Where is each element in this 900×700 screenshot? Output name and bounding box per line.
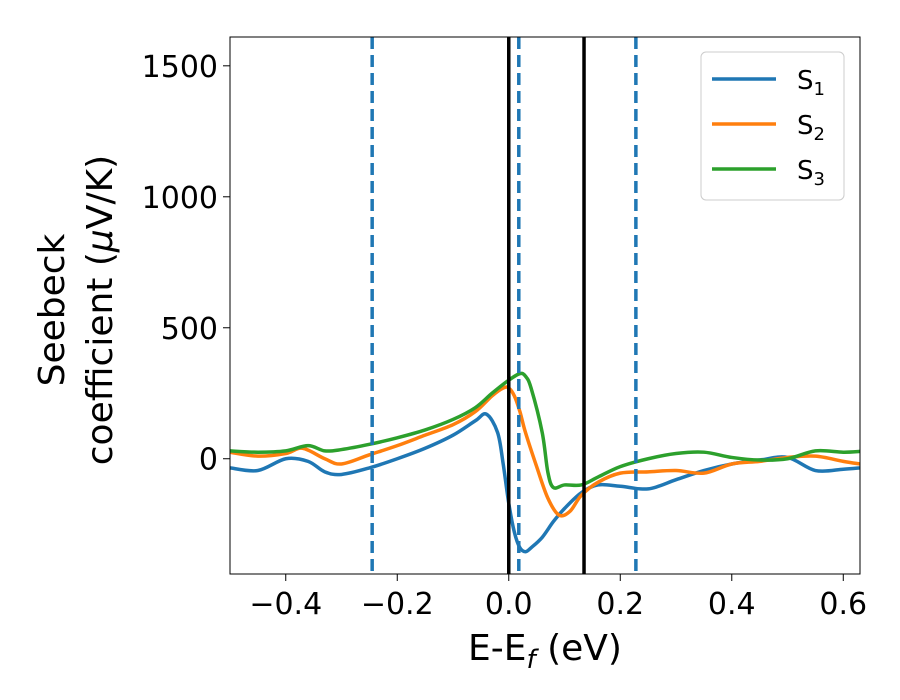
legend-label-main: S (797, 66, 814, 96)
y-axis-title-line2: coefficient (μV/K) (80, 155, 121, 465)
x-axis-title: E-Ef (eV) (468, 628, 622, 675)
x-tick-label: 0.4 (708, 587, 756, 622)
legend-label-S3: S3 (797, 156, 825, 190)
x-axis-title-unit: (eV) (536, 628, 622, 669)
legend-label-main: S (797, 111, 814, 141)
y-axis-title: Seebeck coefficient (μV/K) (32, 155, 121, 465)
y-axis: 0 500 1000 1500 (142, 50, 230, 478)
legend-label-S2: S2 (797, 111, 825, 145)
y-axis-title-unit: V/K) (80, 155, 121, 229)
series-line-S2 (230, 385, 860, 518)
y-tick-label: 500 (161, 312, 218, 347)
x-tick-label: 0.2 (596, 587, 644, 622)
legend-label-S1: S1 (797, 66, 825, 100)
y-tick-label: 0 (199, 443, 218, 478)
y-tick-label: 1500 (142, 50, 218, 85)
series-line-S3 (230, 371, 860, 490)
x-tick-label: −0.2 (361, 587, 434, 622)
y-axis-title-text: coefficient ( (80, 252, 121, 465)
legend-label-subscript: 3 (814, 169, 825, 190)
legend-label-subscript: 1 (814, 79, 825, 100)
x-tick-label: 0.6 (819, 587, 867, 622)
plot-frame (229, 36, 861, 575)
series-line-S1 (230, 412, 860, 554)
y-tick-label: 1000 (142, 181, 218, 216)
plot-area (230, 37, 860, 574)
legend-label-main: S (797, 156, 814, 186)
x-tick-label: 0.0 (485, 587, 533, 622)
y-axis-title-mu: μ (80, 229, 121, 253)
x-axis-title-main: E-E (468, 628, 526, 669)
x-tick-label: −0.4 (249, 587, 322, 622)
y-axis-title-line1: Seebeck (32, 233, 73, 386)
legend-frame (700, 51, 845, 201)
legend-label-subscript: 2 (814, 124, 825, 145)
x-axis: −0.4 −0.2 0.0 0.2 0.4 0.6 (249, 574, 867, 622)
